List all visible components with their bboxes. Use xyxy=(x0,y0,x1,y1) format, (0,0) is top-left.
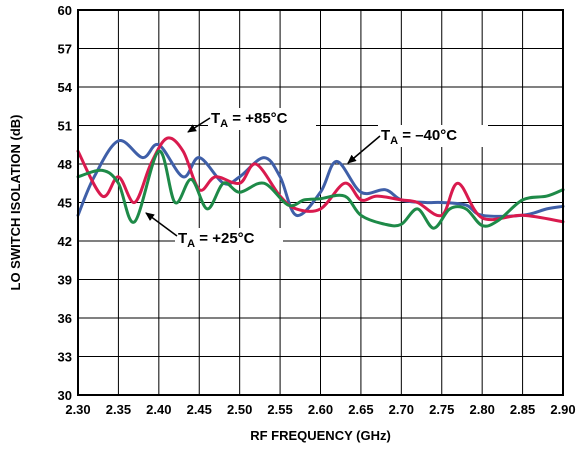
y-tick-labels: 30 33 36 39 42 45 48 51 54 57 60 xyxy=(58,3,73,403)
x-tick-label: 2.45 xyxy=(187,402,212,417)
y-tick-label: 42 xyxy=(58,234,72,249)
annotation-arrow xyxy=(145,212,178,237)
grid xyxy=(77,9,564,396)
y-tick-label: 48 xyxy=(58,157,72,172)
series-lines xyxy=(76,136,565,230)
plot-frame xyxy=(77,9,564,396)
annotation-minus40c: TA = –40°C xyxy=(381,127,457,147)
annotation-background xyxy=(208,108,316,130)
y-tick-label: 60 xyxy=(58,3,72,18)
y-tick-label: 33 xyxy=(58,350,72,365)
x-tick-label: 2.75 xyxy=(429,402,454,417)
y-tick-label: 39 xyxy=(58,273,72,288)
annotation-plus25c: TA = +25°C xyxy=(178,230,255,250)
annotations: TA = +85°C TA = –40°C TA = +25°C xyxy=(145,108,488,250)
y-tick-label: 36 xyxy=(58,311,72,326)
x-tick-label: 2.30 xyxy=(65,402,90,417)
y-tick-label: 30 xyxy=(58,388,72,403)
y-tick-label: 45 xyxy=(58,196,72,211)
x-tick-label: 2.70 xyxy=(389,402,414,417)
annotation-arrow xyxy=(347,135,381,164)
x-axis-label: RF FREQUENCY (GHz) xyxy=(250,428,391,443)
x-tick-labels: 2.30 2.35 2.40 2.45 2.50 2.55 2.60 2.65 2.70 2.75… xyxy=(65,402,575,417)
y-axis-label: LO SWITCH ISOLATION (dB) xyxy=(8,115,23,291)
annotation-background xyxy=(378,125,488,147)
annotation-arrow xyxy=(187,117,211,133)
x-tick-label: 2.35 xyxy=(106,402,131,417)
y-tick-label: 51 xyxy=(58,119,72,134)
y-tick-label: 57 xyxy=(58,42,72,57)
x-tick-label: 2.40 xyxy=(146,402,171,417)
annotation-background xyxy=(175,228,283,250)
x-tick-label: 2.90 xyxy=(550,402,575,417)
annotation-plus85c: TA = +85°C xyxy=(211,110,288,130)
y-tick-label: 54 xyxy=(58,80,73,95)
x-tick-label: 2.80 xyxy=(470,402,495,417)
x-tick-label: 2.85 xyxy=(510,402,535,417)
x-tick-label: 2.65 xyxy=(348,402,373,417)
x-tick-label: 2.60 xyxy=(308,402,333,417)
x-tick-label: 2.55 xyxy=(267,402,292,417)
series-line-minus40c xyxy=(76,139,565,218)
series-line-plus25c xyxy=(76,149,565,230)
x-tick-label: 2.50 xyxy=(227,402,252,417)
